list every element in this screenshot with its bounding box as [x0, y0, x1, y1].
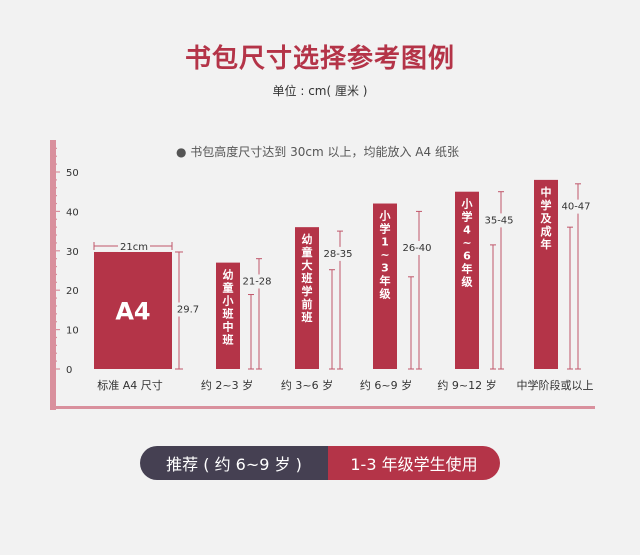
range-label-bg — [241, 274, 273, 289]
page-title: 书包尺寸选择参考图例 — [184, 44, 455, 74]
category-label: 中学阶段或以上 — [517, 378, 594, 392]
range-label: 35-45 — [484, 215, 513, 226]
range-label-bg — [401, 240, 433, 255]
bar-label: 幼童大班学前班 — [302, 232, 313, 324]
banner-grade: 1-3 年级学生使用 — [328, 446, 500, 480]
y-tick-label: 20 — [66, 286, 79, 297]
bar-label: A4 — [115, 297, 150, 325]
range-label-bg — [483, 213, 515, 228]
y-tick-label: 0 — [66, 365, 72, 376]
bar-1 — [216, 262, 240, 369]
y-tick-label: 30 — [66, 247, 79, 258]
unit-label: 单位 : cm( 厘米 ) — [272, 84, 368, 98]
width-label: 21cm — [120, 242, 148, 253]
range-label: 26-40 — [402, 243, 431, 254]
range-label-bg — [322, 246, 354, 261]
bar-0 — [94, 251, 172, 369]
range-label-bg — [172, 302, 204, 317]
category-label: 约 2~3 岁 — [201, 378, 253, 392]
bar-label: 小学 1 ~3 年级 — [379, 209, 392, 301]
y-tick-label: 50 — [66, 168, 79, 179]
bar-2 — [295, 227, 319, 369]
size-chart: 0 10 20 30 40 50 A4 29.7 标准 A4 尺寸 幼童小班中班 21-28 约 2~… — [50, 140, 595, 410]
bar-3 — [373, 203, 397, 369]
bar-5 — [534, 179, 558, 369]
category-label: 约 3~6 岁 — [281, 378, 333, 392]
range-label: 29.7 — [177, 304, 199, 315]
bar-4 — [455, 191, 479, 369]
range-label: 28-35 — [323, 249, 352, 260]
recommendation-banner: 推荐 ( 约 6~9 岁 ) 1-3 年级学生使用 — [140, 446, 500, 480]
bar-label: 幼童小班中班 — [222, 268, 234, 347]
y-tick-label: 10 — [66, 326, 79, 337]
range-label: 21-28 — [242, 276, 271, 287]
width-label-bg — [118, 239, 150, 252]
range-label: 40-47 — [561, 202, 590, 213]
note-text: ● 书包高度尺寸达到 30cm 以上，均能放入 A4 纸张 — [176, 145, 459, 159]
category-label: 约 6~9 岁 — [360, 378, 412, 392]
bar-label: 中学及成年 — [541, 185, 553, 251]
x-axis-line — [50, 406, 595, 409]
bar-label: 小学 4 ~6 年级 — [461, 197, 474, 289]
category-label: 标准 A4 尺寸 — [97, 378, 163, 392]
category-label: 约 9~12 岁 — [437, 378, 496, 392]
banner-recommend-age: 推荐 ( 约 6~9 岁 ) — [140, 446, 328, 480]
y-tick-label: 40 — [66, 207, 79, 218]
range-label-bg — [560, 199, 592, 214]
